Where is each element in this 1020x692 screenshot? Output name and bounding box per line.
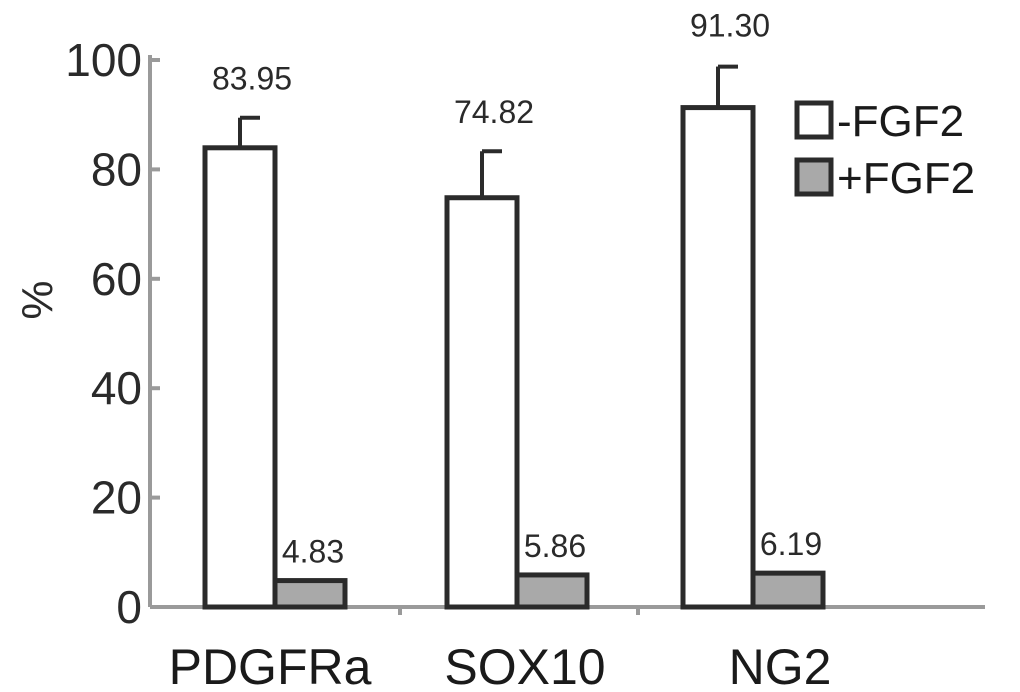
bars (202, 64, 826, 610)
y-tick-label: 80 (91, 143, 142, 195)
legend-label: -FGF2 (837, 97, 964, 146)
data-label: 6.19 (760, 526, 822, 562)
y-tick-label: 20 (91, 472, 142, 524)
legend-label: +FGF2 (837, 154, 975, 203)
data-label: 5.86 (524, 528, 586, 564)
category-label-ng2: NG2 (729, 639, 832, 692)
category-label-sox10: SOX10 (444, 639, 605, 692)
data-label: 4.83 (282, 534, 344, 570)
data-label: 91.30 (690, 8, 770, 44)
bar-pdgfra-plus-fgf2 (272, 578, 348, 610)
y-tick-label: 100 (65, 34, 142, 86)
bar-pdgfra-minus-fgf2 (202, 145, 278, 610)
category-label-pdgfra: PDGFRa (169, 639, 372, 692)
y-axis-ticks: 0 20 40 60 80 100 (65, 34, 160, 633)
legend-swatch (794, 100, 834, 140)
bar-ng2-plus-fgf2 (750, 570, 826, 610)
bar-sox10-minus-fgf2 (444, 195, 520, 610)
data-labels: 83.95 4.83 74.82 5.86 91.30 6.19 (212, 8, 822, 570)
y-tick-label: 40 (91, 362, 142, 414)
category-labels: PDGFRa SOX10 NG2 (169, 639, 832, 692)
data-label: 83.95 (212, 61, 292, 97)
bar-ng2-minus-fgf2 (680, 105, 756, 610)
legend: -FGF2 +FGF2 (794, 97, 975, 203)
y-axis-label: % (13, 280, 62, 319)
y-tick-label: 60 (91, 253, 142, 305)
legend-swatch (794, 157, 834, 197)
bar-sox10-plus-fgf2 (514, 572, 590, 610)
y-tick-label: 0 (116, 581, 142, 633)
data-label: 74.82 (454, 94, 534, 130)
